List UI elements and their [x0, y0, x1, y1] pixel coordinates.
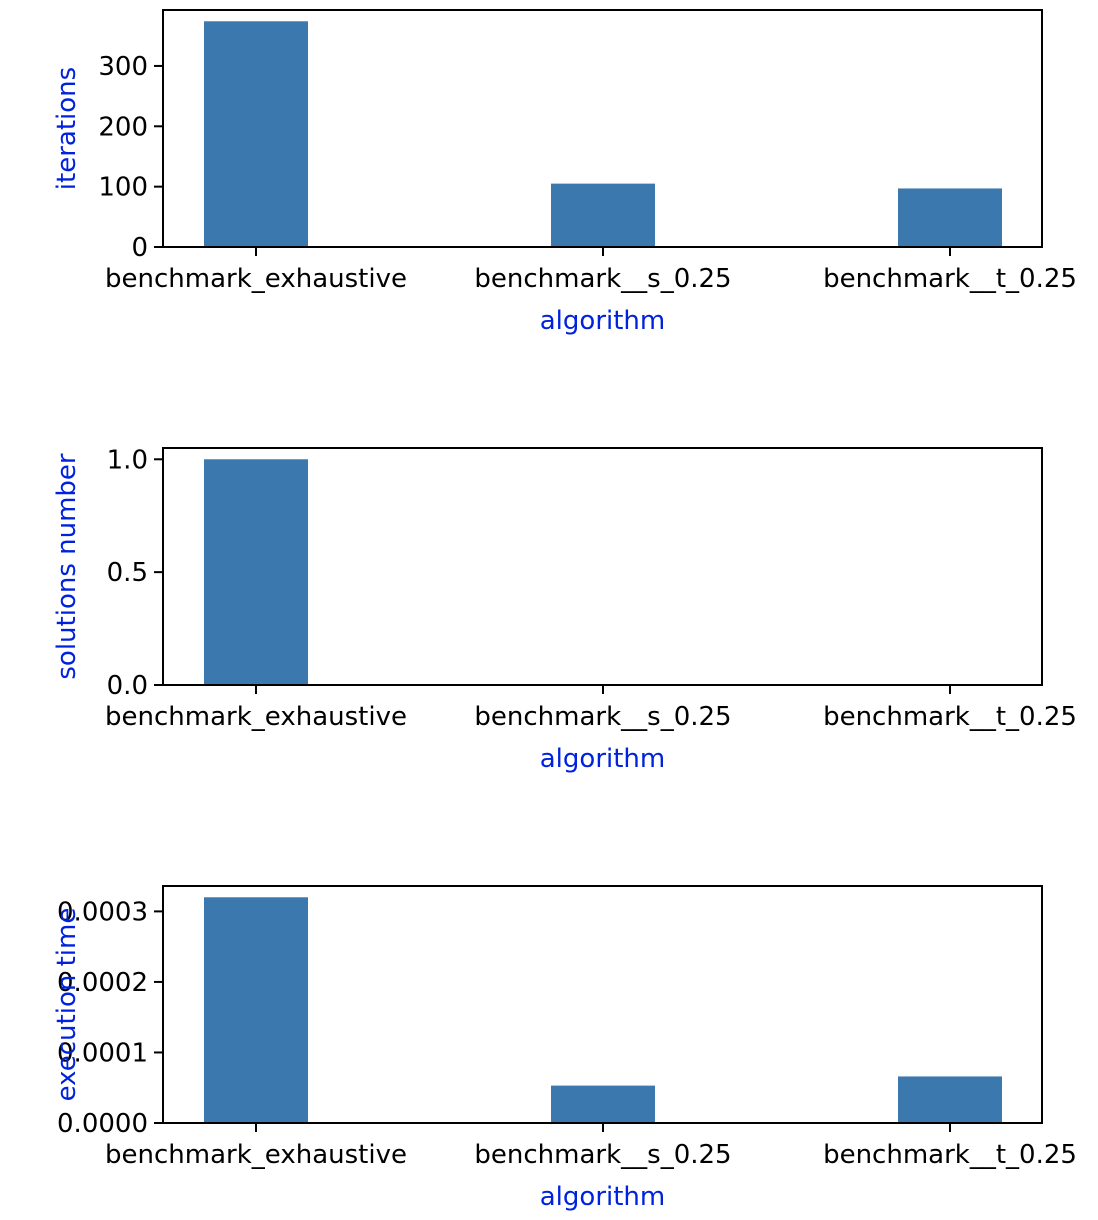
bar-3-1 [204, 897, 308, 1123]
bar-2-1 [204, 459, 308, 685]
x-tick-label: benchmark__s_0.25 [474, 264, 731, 294]
chart-panel-3: 0.0000 0.0001 0.0002 0.0003 benchmark_exhaus… [52, 885, 1077, 1212]
chart-panel-1: 0 100 200 300 benchmark_exhaustive benchmark_… [52, 9, 1077, 336]
x-tick-label: benchmark__t_0.25 [823, 264, 1077, 294]
x-tick-label: benchmark_exhaustive [105, 702, 407, 732]
bar-1-1 [204, 21, 308, 247]
x-tick-label: benchmark_exhaustive [105, 264, 407, 294]
x-axis-label: algorithm [540, 1182, 665, 1212]
chart-panel-2: 0.0 0.5 1.0 benchmark_exhaustive benchmark__… [52, 445, 1077, 774]
x-tick-label: benchmark__s_0.25 [474, 702, 731, 732]
y-tick-label: 300 [98, 52, 148, 82]
x-tick-label: benchmark_exhaustive [105, 1140, 407, 1170]
x-axis-label: algorithm [540, 306, 665, 336]
bar-1-2 [551, 183, 655, 247]
bar-3-3 [898, 1076, 1002, 1123]
x-axis-label: algorithm [540, 744, 665, 774]
x-tick-label: benchmark__t_0.25 [823, 702, 1077, 732]
y-tick-label: 100 [98, 173, 148, 203]
y-tick-label: 0.5 [107, 558, 148, 588]
y-tick-label: 0 [131, 233, 148, 263]
y-axis-label: iterations [52, 67, 82, 190]
y-tick-label: 0.0003 [57, 897, 148, 927]
y-tick-label: 0.0001 [57, 1038, 148, 1068]
y-tick-label: 1.0 [107, 445, 148, 475]
y-axis-label: solutions number [52, 453, 82, 680]
y-tick-label: 0.0000 [57, 1109, 148, 1139]
y-tick-label: 0.0002 [57, 968, 148, 998]
y-tick-label: 200 [98, 112, 148, 142]
x-tick-label: benchmark__t_0.25 [823, 1140, 1077, 1170]
bar-3-2 [551, 1085, 655, 1123]
y-axis-label: execution time [52, 908, 82, 1102]
bar-1-3 [898, 188, 1002, 247]
y-tick-label: 0.0 [107, 671, 148, 701]
x-tick-label: benchmark__s_0.25 [474, 1140, 731, 1170]
